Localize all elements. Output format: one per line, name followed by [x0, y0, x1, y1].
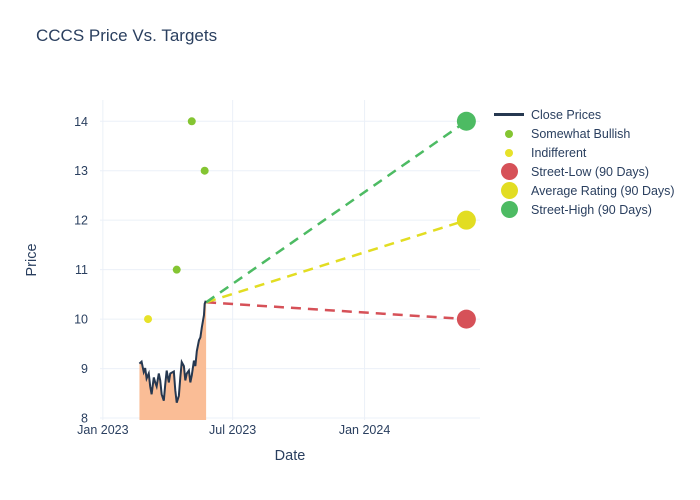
x-tick-label: Jan 2024: [339, 423, 390, 437]
y-tick-label: 11: [75, 263, 88, 277]
close-price-line: [138, 300, 207, 403]
x-axis-title: Date: [275, 448, 306, 464]
x-tick-label: Jan 2023: [77, 423, 128, 437]
y-tick-label: 8: [81, 412, 88, 426]
target-dash-line: [205, 218, 467, 304]
legend-label: Street-High (90 Days): [531, 202, 652, 217]
x-tick-label: Jul 2023: [209, 423, 256, 437]
y-tick-label: 13: [74, 164, 88, 178]
line-swatch-icon: [492, 113, 526, 116]
y-tick-label: 12: [74, 214, 88, 228]
y-axis-title: Price: [24, 243, 40, 276]
legend-label: Close Prices: [531, 107, 602, 122]
legend-item-average-rating-90-days[interactable]: Average Rating (90 Days): [492, 181, 675, 200]
rating-dot: [172, 265, 181, 274]
legend-item-street-low-90-days[interactable]: Street-Low (90 Days): [492, 162, 675, 181]
target-dash-line: [206, 301, 467, 321]
target-marker: [456, 210, 476, 230]
legend-label: Somewhat Bullish: [531, 126, 631, 141]
rating-dot: [187, 117, 196, 126]
legend-item-somewhat-bullish[interactable]: Somewhat Bullish: [492, 124, 675, 143]
legend-label: Street-Low (90 Days): [531, 164, 650, 179]
dot-swatch-icon: [492, 129, 526, 138]
chart-title: CCCS Price Vs. Targets: [36, 26, 218, 45]
legend-label: Average Rating (90 Days): [531, 183, 675, 198]
target-marker: [456, 309, 476, 329]
rating-dot: [200, 166, 209, 175]
circle-swatch-icon: [492, 182, 526, 199]
circle-swatch-icon: [492, 201, 526, 218]
legend-item-close-prices[interactable]: Close Prices: [492, 105, 675, 124]
y-tick-label: 14: [74, 115, 88, 129]
target-marker: [456, 111, 476, 131]
close-price-area: [139, 301, 207, 420]
circle-swatch-icon: [492, 163, 526, 180]
dot-swatch-icon: [492, 148, 526, 157]
legend: Close Prices Somewhat Bullish Indifferent S…: [492, 105, 675, 219]
y-tick-label: 9: [81, 362, 88, 376]
rating-dot: [144, 315, 153, 324]
legend-label: Indifferent: [531, 145, 587, 160]
y-tick-label: 10: [74, 313, 88, 327]
legend-item-street-high-90-days[interactable]: Street-High (90 Days): [492, 200, 675, 219]
legend-item-indifferent[interactable]: Indifferent: [492, 143, 675, 162]
target-dash-line: [205, 120, 468, 304]
